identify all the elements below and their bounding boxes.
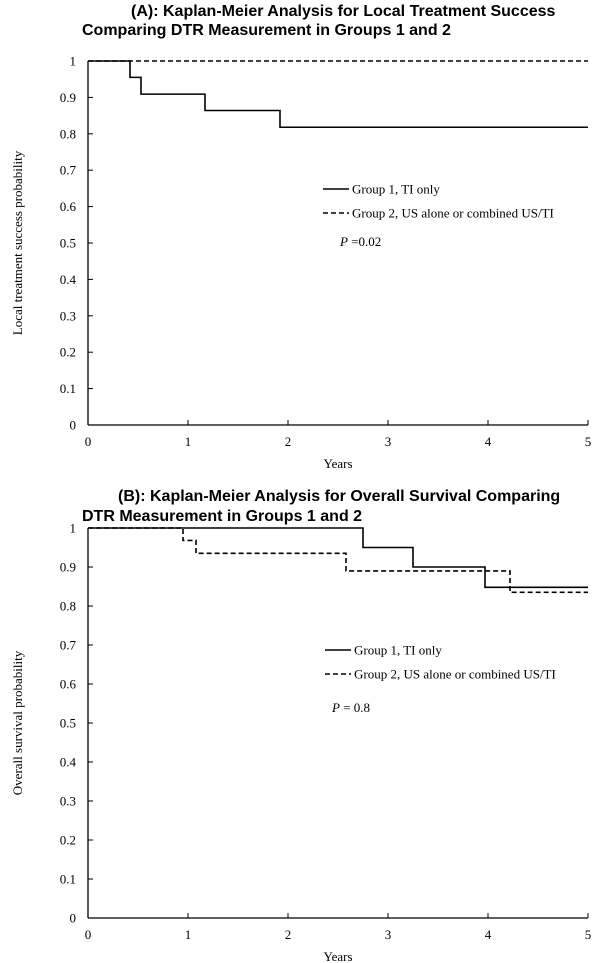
y-tick-label: 0.6 <box>60 199 77 214</box>
chart-subtitle: DTR Measurement in Groups 1 and 2 <box>82 508 363 525</box>
legend-label: Group 2, US alone or combined US/TI <box>352 206 554 221</box>
y-tick-label: 0.8 <box>60 126 76 141</box>
y-tick-label: 0.4 <box>60 755 77 770</box>
chart-panel-b: (B): Kaplan-Meier Analysis for Overall S… <box>0 486 612 963</box>
series-line-group-2 <box>88 527 588 594</box>
chart-title: (A): Kaplan-Meier Analysis for Local Tre… <box>131 3 556 20</box>
p-value-text: =0.02 <box>348 234 381 249</box>
y-tick-label: 0 <box>70 418 77 433</box>
x-tick-label: 1 <box>185 434 192 449</box>
chart-panel-a: (A): Kaplan-Meier Analysis for Local Tre… <box>0 0 612 480</box>
y-tick-label: 0.7 <box>60 163 77 178</box>
x-tick-label: 5 <box>585 434 592 449</box>
x-tick-label: 3 <box>385 927 392 942</box>
p-value-text: = 0.8 <box>340 700 370 715</box>
x-tick-label: 0 <box>85 434 92 449</box>
y-tick-label: 0.1 <box>60 872 76 887</box>
x-axis-label: Years <box>323 949 352 963</box>
y-axis-label: Overall survival probability <box>10 650 25 795</box>
legend-label: Group 2, US alone or combined US/TI <box>354 667 556 682</box>
y-tick-label: 0.9 <box>60 560 76 575</box>
y-tick-label: 0.4 <box>60 272 77 287</box>
km-plot-b: 0 0.1 0.2 0.3 0.4 0.5 0.6 0.7 0.8 0.9 1 0 1 2 3 4 5 Years… <box>10 521 592 963</box>
x-tick-label: 4 <box>485 927 492 942</box>
y-tick-label: 1 <box>70 54 77 69</box>
series-line-group-1 <box>88 60 588 129</box>
y-tick-label: 1 <box>70 521 77 536</box>
km-plot-a: 0 0.1 0.2 0.3 0.4 0.5 0.6 0.7 0.8 0.9 1 0 1 2 3 4 5 Years… <box>10 54 592 472</box>
y-axis-label: Local treatment success probability <box>10 150 25 335</box>
legend-label: Group 1, TI only <box>352 182 440 197</box>
y-tick-label: 0.2 <box>60 345 76 360</box>
y-tick-label: 0.5 <box>60 236 76 251</box>
chart-title: (B): Kaplan-Meier Analysis for Overall S… <box>118 488 561 505</box>
x-tick-label: 0 <box>85 927 92 942</box>
x-axis-label: Years <box>323 456 352 471</box>
p-value-symbol: P <box>339 234 348 249</box>
p-value-annotation: P = 0.8 <box>331 700 370 715</box>
legend-label: Group 1, TI only <box>354 643 442 658</box>
x-tick-label: 4 <box>485 434 492 449</box>
x-tick-label: 5 <box>585 927 592 942</box>
x-tick-label: 2 <box>285 927 292 942</box>
series-line-group-1 <box>88 527 588 589</box>
x-tick-label: 3 <box>385 434 392 449</box>
p-value-symbol: P <box>331 700 340 715</box>
p-value-annotation: P =0.02 <box>339 234 381 249</box>
x-tick-label: 1 <box>185 927 192 942</box>
y-tick-label: 0.3 <box>60 308 76 323</box>
y-tick-label: 0.8 <box>60 599 76 614</box>
x-tick-label: 2 <box>285 434 292 449</box>
y-tick-label: 0 <box>70 911 77 926</box>
y-tick-label: 0.9 <box>60 90 76 105</box>
y-tick-label: 0.7 <box>60 638 77 653</box>
chart-subtitle: Comparing DTR Measurement in Groups 1 an… <box>82 22 451 39</box>
y-tick-label: 0.5 <box>60 716 76 731</box>
y-tick-label: 0.2 <box>60 833 76 848</box>
y-tick-label: 0.6 <box>60 677 77 692</box>
y-tick-label: 0.1 <box>60 381 76 396</box>
y-tick-label: 0.3 <box>60 794 76 809</box>
